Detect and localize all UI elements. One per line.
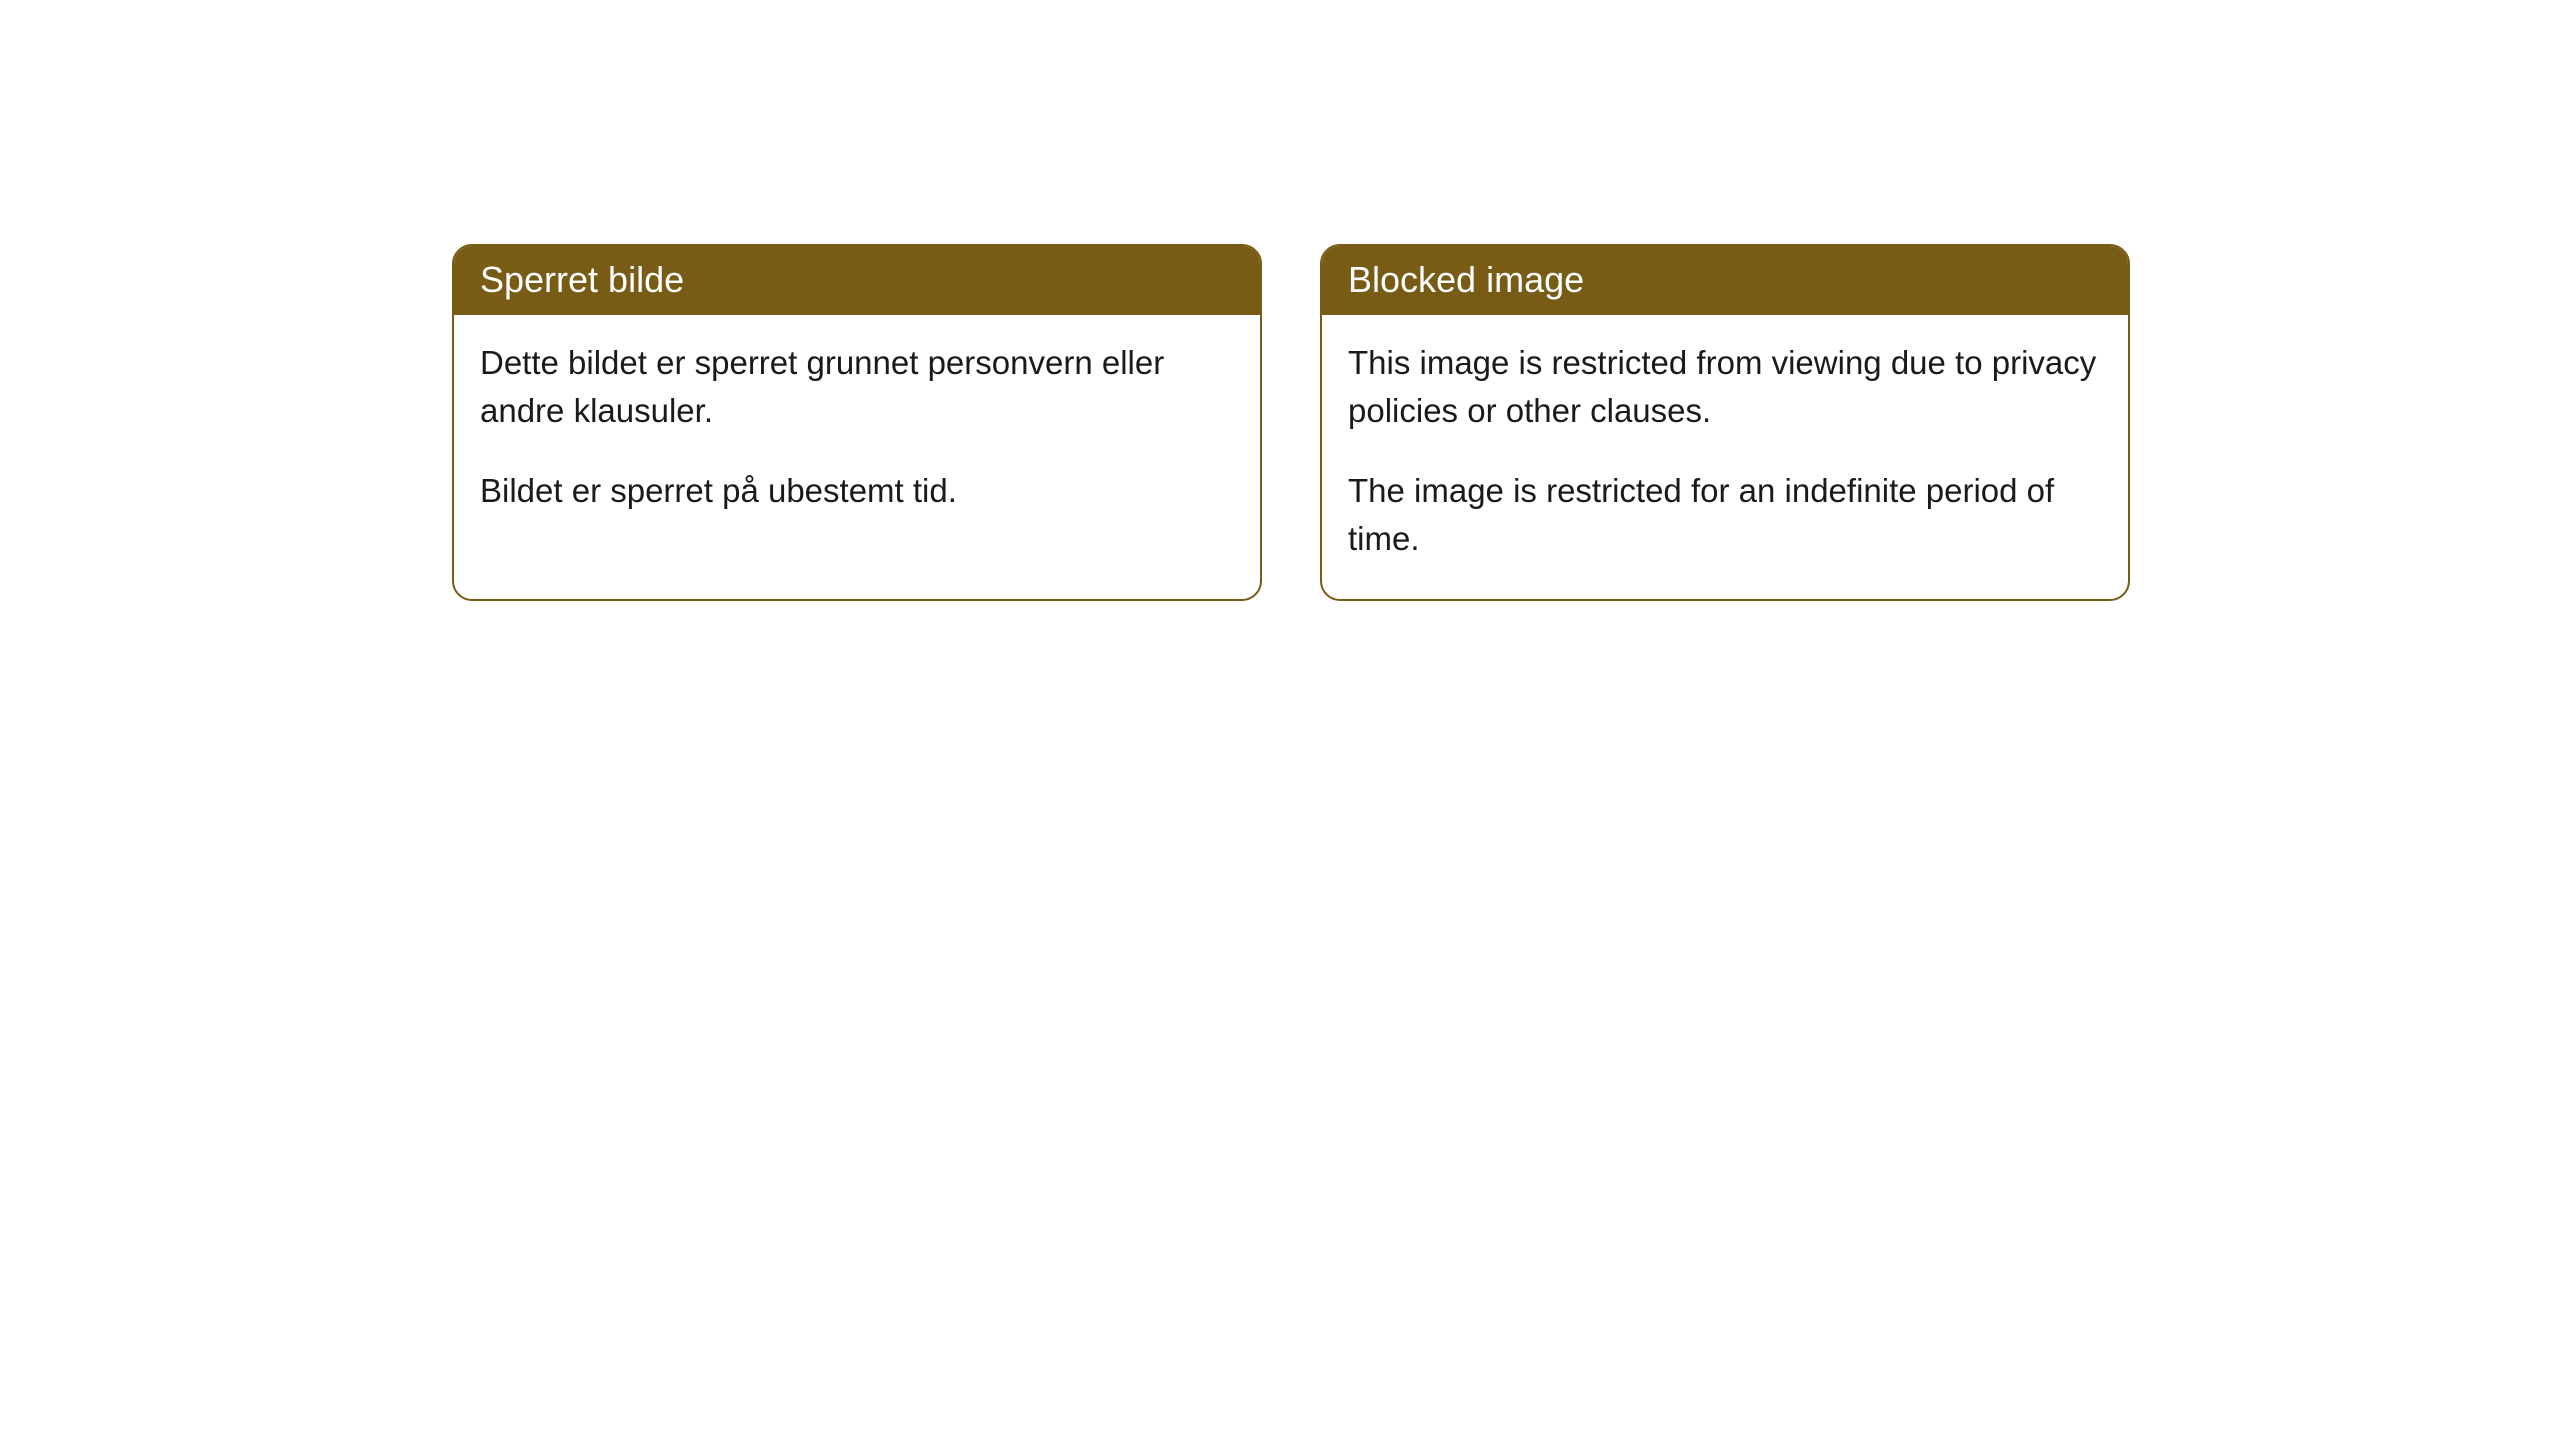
card-paragraph: Dette bildet er sperret grunnet personve… xyxy=(480,339,1234,435)
card-norwegian: Sperret bilde Dette bildet er sperret gr… xyxy=(452,244,1262,601)
card-paragraph: This image is restricted from viewing du… xyxy=(1348,339,2102,435)
card-header: Sperret bilde xyxy=(454,246,1260,315)
card-english: Blocked image This image is restricted f… xyxy=(1320,244,2130,601)
card-paragraph: The image is restricted for an indefinit… xyxy=(1348,467,2102,563)
card-title: Blocked image xyxy=(1348,259,1584,300)
card-header: Blocked image xyxy=(1322,246,2128,315)
card-body: Dette bildet er sperret grunnet personve… xyxy=(454,315,1260,551)
card-body: This image is restricted from viewing du… xyxy=(1322,315,2128,598)
cards-container: Sperret bilde Dette bildet er sperret gr… xyxy=(0,0,2560,601)
card-paragraph: Bildet er sperret på ubestemt tid. xyxy=(480,467,1234,515)
card-title: Sperret bilde xyxy=(480,259,684,300)
